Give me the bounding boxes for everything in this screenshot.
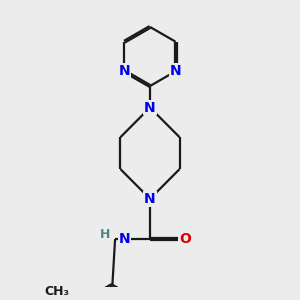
Text: N: N: [119, 232, 130, 246]
Text: H: H: [100, 228, 111, 241]
Text: N: N: [144, 192, 156, 206]
Text: N: N: [144, 100, 156, 115]
Text: CH₃: CH₃: [45, 285, 70, 298]
Text: O: O: [179, 232, 191, 246]
Text: N: N: [118, 64, 130, 78]
Text: N: N: [170, 64, 182, 78]
